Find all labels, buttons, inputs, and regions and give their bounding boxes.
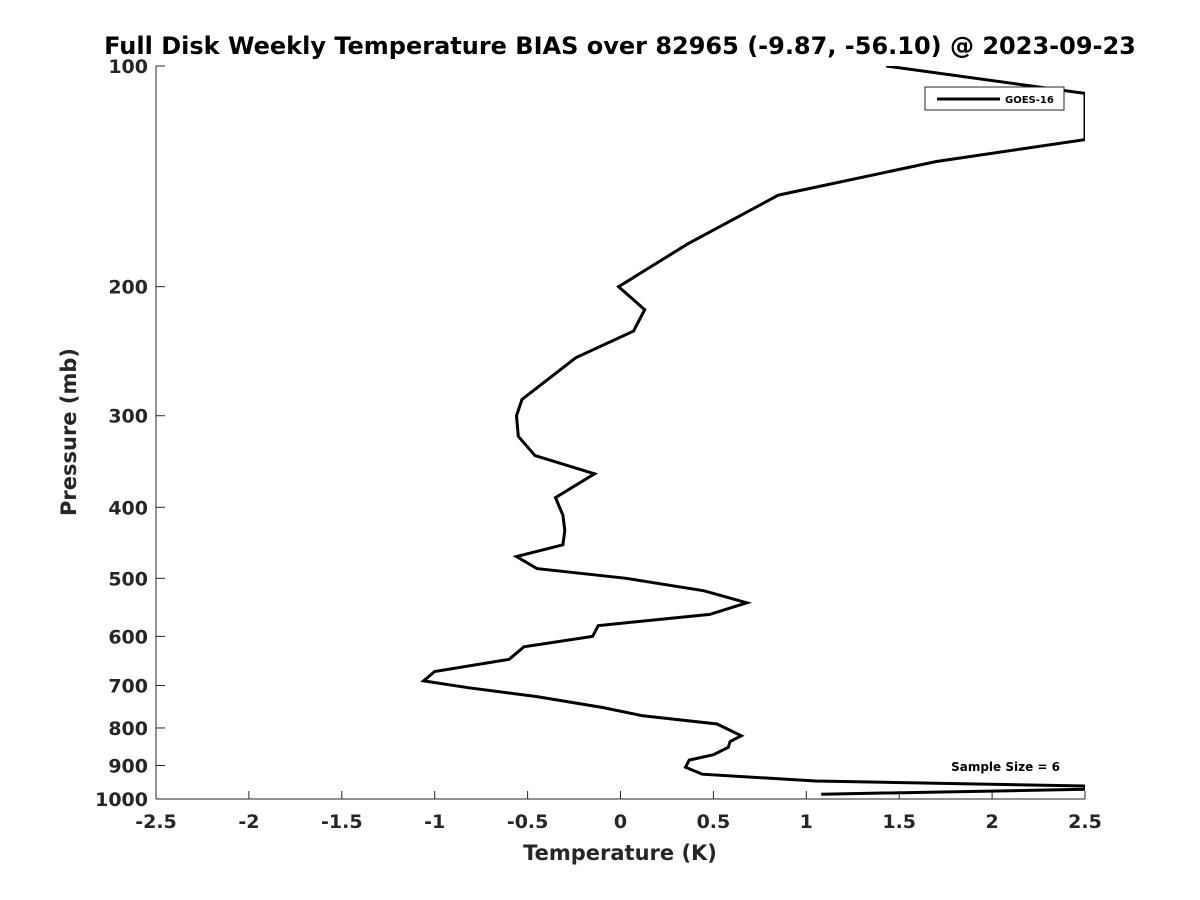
x-tick-label: 1.5 (882, 811, 916, 833)
sample-size-annotation: Sample Size = 6 (951, 760, 1060, 774)
chart-title: Full Disk Weekly Temperature BIAS over 8… (104, 32, 1136, 60)
y-axis-label: Pressure (mb) (57, 348, 81, 516)
x-tick-label: 2.5 (1068, 811, 1102, 833)
x-tick-label: -1.5 (321, 811, 363, 833)
x-tick-label: 1 (800, 811, 813, 833)
x-axis-label: Temperature (K) (523, 841, 717, 865)
plot-area (420, 66, 1085, 796)
x-tick-label: 0.5 (697, 811, 731, 833)
x-tick-label: 0 (614, 811, 627, 833)
y-tick-label: 100 (108, 56, 148, 78)
legend-label-goes-16: GOES-16 (1005, 95, 1054, 106)
x-tick-label: -2 (238, 811, 259, 833)
y-tick-label: 400 (108, 497, 148, 519)
x-tick-label: -0.5 (507, 811, 549, 833)
y-tick-label: 600 (108, 626, 148, 648)
y-axis-ticks: 100 200 300 400 500 600 700 800 900 1000 (95, 56, 165, 811)
x-tick-label: -1 (424, 811, 445, 833)
y-tick-label: 500 (108, 568, 148, 590)
series-layer (420, 66, 1085, 796)
legend: GOES-16 (924, 86, 1065, 111)
y-tick-label: 700 (108, 675, 148, 697)
y-tick-label: 800 (108, 718, 148, 740)
y-tick-label: 200 (108, 277, 148, 299)
x-tick-label: -2.5 (135, 811, 177, 833)
y-tick-label: 1000 (95, 789, 148, 811)
y-tick-label: 300 (108, 406, 148, 428)
x-axis-ticks: -2.5 -2 -1.5 -1 -0.5 0 0.5 1 1.5 2 2.5 (135, 791, 1102, 833)
x-tick-label: 2 (985, 811, 998, 833)
series-line-goes-16 (420, 66, 1085, 796)
y-tick-label: 900 (108, 755, 148, 777)
